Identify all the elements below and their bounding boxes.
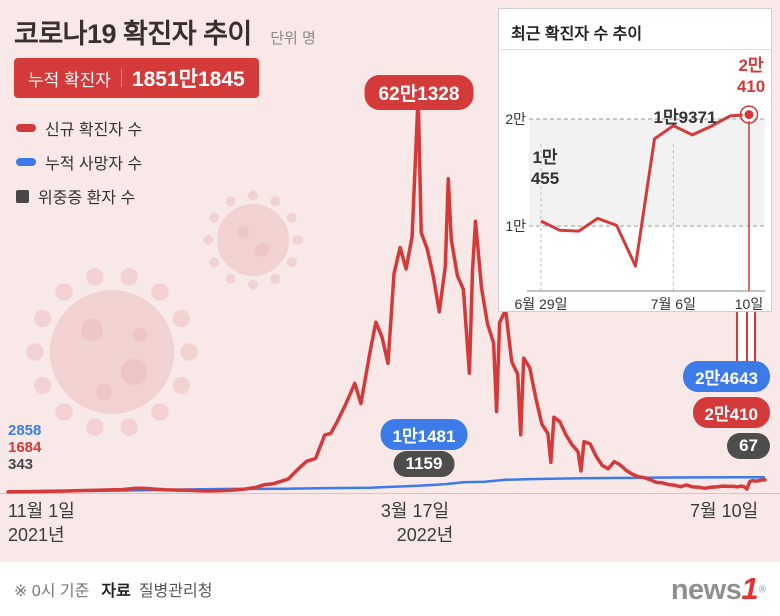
legend-item-severe: 위중증 환자 수 <box>16 184 142 208</box>
start-severe-value: 343 <box>8 456 34 473</box>
header: 코로나19 확진자 추이 단위 명 <box>14 12 316 51</box>
news1-logo-one: 1 <box>741 571 759 606</box>
latest-deaths-badge: 2만4643 <box>683 361 770 392</box>
inset-start-label-line2: 455 <box>530 169 560 188</box>
inset-chart-card: 최근 확진자 수 추이 2만 1만 6월 29일 7월 6일 10일 1만 455 1… <box>498 8 772 312</box>
legend-marker-severe-icon <box>16 189 29 203</box>
inset-start-label: 1만 455 <box>531 147 559 189</box>
news1-logo-text: news <box>670 574 742 606</box>
x-axis-end-date: 7월 10일 <box>690 501 759 521</box>
footer-source-value: 질병관리청 <box>138 583 213 600</box>
badge-divider <box>120 69 122 87</box>
legend-marker-new-cases-icon <box>16 124 36 132</box>
x-axis-peak-date: 3월 17일 <box>380 501 450 521</box>
cumulative-badge-label: 누적 확진자 <box>28 70 111 90</box>
footer-source-label: 자료 <box>101 583 131 600</box>
inset-connector-line <box>746 306 748 364</box>
unit-label: 단위 명 <box>270 30 316 47</box>
inset-end-label-line2: 410 <box>736 77 766 96</box>
inset-mid-label: 1만9371 <box>653 108 717 127</box>
new-cases-line <box>6 93 767 494</box>
virus-decoration-icon <box>26 190 303 436</box>
deaths-mid-badge: 1만1481 <box>380 419 468 450</box>
legend-label-deaths: 누적 사망자 수 <box>45 156 143 173</box>
start-deaths-value: 2858 <box>8 422 42 439</box>
registered-mark: ® <box>758 584 766 596</box>
inset-start-label-line1: 1만 <box>532 148 558 167</box>
x-axis-start-date: 11월 1일 <box>8 501 75 521</box>
inset-latest-point <box>742 108 756 122</box>
x-axis-start-year: 2021년 <box>8 525 65 545</box>
legend-item-new-cases: 신규 확진자 수 <box>16 116 142 140</box>
x-axis-peak-year: 2022년 <box>396 525 454 545</box>
inset-latest-point-ring <box>739 105 759 124</box>
footer: ※ 0시 기준 자료 질병관리청 news1® <box>0 562 780 616</box>
start-new-cases-value: 1684 <box>8 439 42 456</box>
inset-chart <box>527 105 765 292</box>
legend: 신규 확진자 수 누적 사망자 수 위중증 환자 수 <box>16 116 142 218</box>
cumulative-badge: 누적 확진자 1851만1845 <box>14 58 259 98</box>
cumulative-badge-value: 1851만1845 <box>131 68 245 91</box>
latest-new-cases-badge: 2만410 <box>692 397 770 428</box>
inset-title: 최근 확진자 수 추이 <box>499 9 771 50</box>
inset-end-label: 2만 410 <box>737 55 765 97</box>
inset-end-label-line1: 2만 <box>738 56 764 75</box>
legend-label-new-cases: 신규 확진자 수 <box>45 122 143 139</box>
legend-item-deaths: 누적 사망자 수 <box>16 150 142 174</box>
legend-label-severe: 위중증 환자 수 <box>38 190 136 207</box>
legend-marker-deaths-icon <box>16 158 36 166</box>
footer-note: ※ 0시 기준 자료 질병관리청 <box>14 577 212 601</box>
footer-basis-text: ※ 0시 기준 <box>14 583 90 600</box>
latest-severe-badge: 67 <box>727 433 770 459</box>
page-title: 코로나19 확진자 추이 <box>14 19 252 49</box>
news1-logo: news1® <box>671 571 766 607</box>
severe-mid-badge: 1159 <box>393 451 455 477</box>
inset-line <box>540 113 750 268</box>
peak-value-badge: 62만1328 <box>364 75 474 110</box>
